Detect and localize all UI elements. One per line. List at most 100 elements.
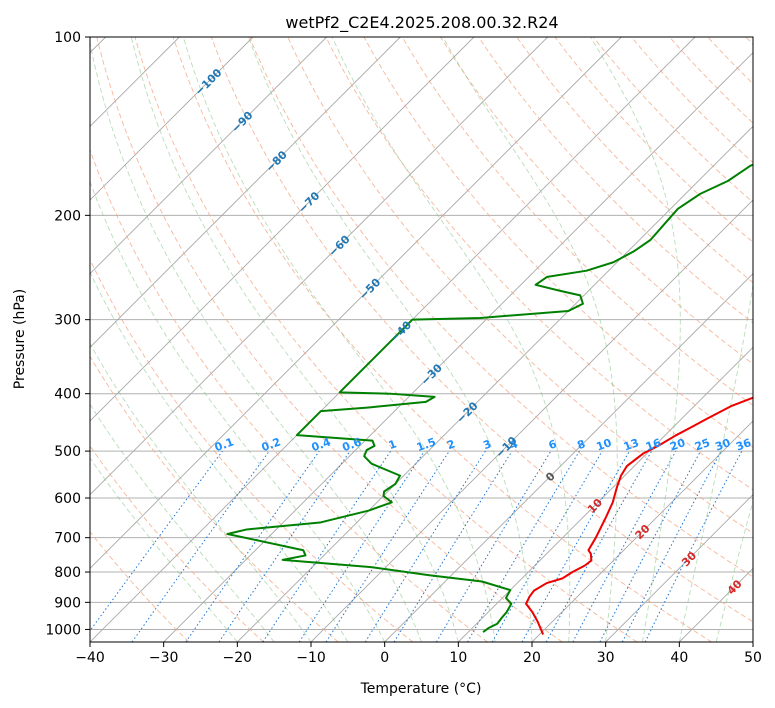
x-tick-label: 10 (449, 650, 467, 666)
y-tick-label: 700 (54, 531, 81, 547)
dry-adiabat (401, 37, 753, 406)
mixing-ratio-label: 0.6 (341, 435, 364, 454)
mixing-ratio-label: 4 (508, 437, 520, 452)
isotherm-line (531, 420, 753, 642)
mixing-ratio-line (185, 450, 320, 642)
mixing-ratio-label: 20 (668, 436, 687, 454)
isotherm-line (310, 199, 753, 642)
mixing-ratio-label: 16 (644, 436, 663, 454)
x-tick-label: −30 (149, 650, 179, 666)
mixing-ratio-label: 3 (481, 437, 493, 452)
y-tick-label: 400 (54, 387, 81, 403)
dry-adiabat (287, 37, 753, 534)
plot-area (90, 37, 753, 642)
y-tick-label: 200 (54, 208, 81, 224)
mixing-ratio-line (131, 450, 270, 642)
dry-adiabat (325, 37, 753, 491)
moist-adiabat (182, 37, 496, 642)
mixing-ratio-label: 36 (734, 436, 753, 454)
y-tick-label: 100 (54, 30, 81, 46)
moist-adiabat (715, 499, 753, 642)
moist-adiabat (130, 37, 459, 642)
isotherm-line (90, 37, 475, 422)
x-tick-label: 0 (380, 650, 389, 666)
isotherm-line (384, 273, 753, 642)
dry-adiabat (134, 37, 638, 642)
mixing-ratio-label: 10 (595, 436, 614, 454)
mixing-ratio-label: 8 (575, 437, 587, 452)
moist-adiabat (90, 41, 422, 642)
mixing-ratio-line (364, 450, 486, 642)
mixing-ratio-line (545, 450, 653, 642)
mixing-ratio-label: 1.5 (415, 435, 438, 454)
x-tick-label: 30 (597, 650, 615, 666)
x-tick-label: 20 (523, 650, 541, 666)
dry-adiabat (90, 355, 339, 642)
axes: −40 −30 −20 −10 0 10 20 30 40 5010020030040050060… (45, 30, 762, 666)
y-tick-label: 800 (54, 565, 81, 581)
isotherm-line (605, 494, 753, 642)
mixing-ratio-label: 13 (622, 436, 641, 453)
profile-lines (226, 163, 753, 635)
dry-adiabat (249, 37, 753, 578)
chart-title: wetPf2_C2E4.2025.208.00.32.R24 (285, 13, 558, 33)
dry-adiabat (516, 37, 753, 283)
x-tick-label: −40 (75, 650, 105, 666)
isotherm-line (90, 37, 254, 201)
mixing-ratio-label: 30 (713, 436, 732, 454)
dry-adiabat (478, 37, 753, 324)
moist-adiabat (90, 180, 386, 642)
mixing-ratio-line (435, 450, 552, 642)
moist-adiabat (90, 457, 238, 642)
dewpoint-profile (226, 163, 753, 633)
moist-adiabat (590, 37, 681, 642)
isotherm-line (90, 37, 548, 496)
mixing-ratio-line (572, 450, 677, 642)
mixing-ratio-line (218, 450, 351, 642)
plot-frame (89, 36, 754, 643)
mixing-ratio-line (521, 450, 630, 642)
mixing-ratio-label: 1 (387, 437, 399, 452)
y-tick-label: 500 (54, 444, 81, 460)
mixing-ratio-label: 0.1 (213, 435, 236, 454)
x-axis-label: Temperature (°C) (360, 681, 482, 697)
y-axis-label: Pressure (hPa) (12, 289, 28, 389)
mixing-ratio-line (491, 450, 603, 642)
x-tick-label: 50 (744, 650, 762, 666)
mixing-ratio-label: 2 (445, 437, 457, 452)
mixing-ratio-label: 0.2 (260, 435, 283, 454)
isotherm-line (237, 125, 753, 642)
x-tick-label: 40 (670, 650, 688, 666)
dry-adiabat (172, 37, 712, 642)
mixing-ratio-line (393, 450, 513, 642)
moist-adiabat (678, 282, 753, 642)
y-tick-label: 600 (54, 491, 81, 507)
x-tick-label: −10 (296, 650, 326, 666)
moist-adiabat (90, 271, 349, 642)
y-tick-label: 300 (54, 313, 81, 329)
moist-adiabat (331, 37, 571, 642)
dry-adiabat (90, 531, 190, 642)
dry-adiabat (90, 148, 488, 642)
mixing-ratio-label: 25 (693, 436, 712, 453)
mixing-ratio-line (325, 450, 450, 642)
dry-adiabat (96, 37, 563, 642)
temperature-profile (525, 396, 753, 635)
dry-adiabat (592, 37, 753, 203)
isotherm-line (458, 346, 753, 642)
y-tick-label: 1000 (45, 622, 81, 638)
x-tick-label: −20 (223, 650, 253, 666)
dry-adiabat (90, 258, 414, 642)
dry-adiabat (363, 37, 753, 448)
y-tick-label: 900 (54, 595, 81, 611)
background-lines (90, 37, 753, 642)
moist-adiabat (90, 342, 312, 642)
isotherm-line (90, 37, 622, 569)
mixing-ratio-line (90, 450, 223, 632)
mixing-ratio-line (467, 450, 580, 642)
mixing-ratio-label: 0.4 (310, 435, 333, 454)
isotherm-line (90, 37, 327, 275)
dry-adiabat (210, 37, 753, 623)
mixing-ratio-label: 6 (547, 437, 559, 452)
